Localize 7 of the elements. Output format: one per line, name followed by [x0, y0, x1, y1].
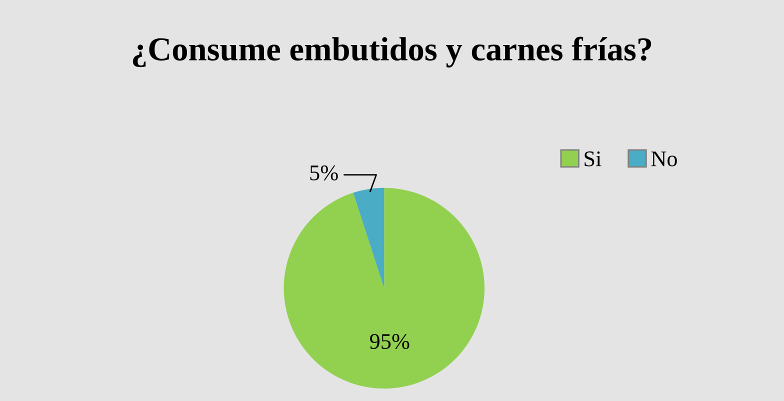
chart-title: ¿Consume embutidos y carnes frías? [132, 36, 652, 68]
data-label: 95% [370, 334, 410, 350]
data-label: 5% [310, 165, 338, 180]
pie-slice [353, 188, 384, 288]
legend-label: Si [584, 151, 602, 166]
pie-slice [284, 188, 484, 389]
legend-label: No [651, 152, 677, 166]
